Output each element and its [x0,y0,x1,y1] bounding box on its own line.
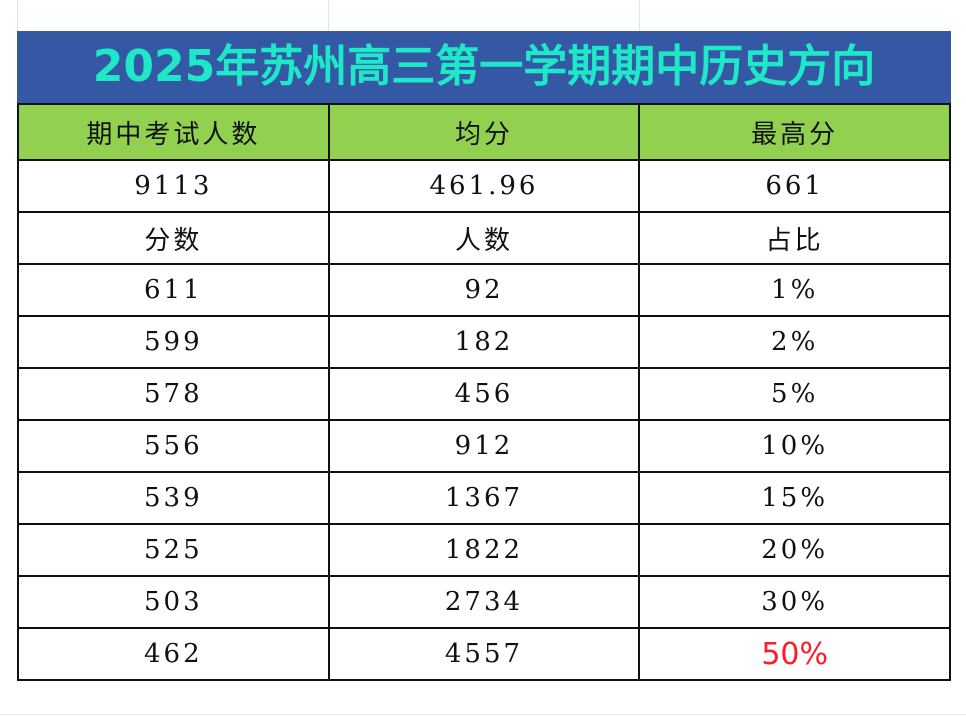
percent-cell: 20% [638,523,951,577]
percent-cell: 15% [638,471,951,525]
average-score: 461.96 [327,159,641,213]
score-cell: 578 [17,367,330,421]
exam-count: 9113 [17,159,330,213]
table-row: 462 4557 50% [17,627,951,681]
table-row: 503 2734 30% [17,575,951,629]
percent-cell: 30% [638,575,951,629]
count-cell: 4557 [327,627,641,681]
score-cell: 611 [17,263,330,317]
header-average: 均分 [327,103,641,161]
distribution-header-row: 分数 人数 占比 [17,211,951,265]
table-row: 539 1367 15% [17,471,951,525]
table-title: 2025年苏州高三第一学期期中历史方向 [17,31,951,103]
count-cell: 456 [327,367,641,421]
percent-cell: 5% [638,367,951,421]
count-cell: 912 [327,419,641,473]
header-max: 最高分 [638,103,951,161]
table-row: 525 1822 20% [17,523,951,577]
percent-cell-highlight: 50% [638,627,951,681]
table-row: 611 92 1% [17,263,951,317]
score-cell: 503 [17,575,330,629]
percent-cell: 2% [638,315,951,369]
score-table: 期中考试人数 均分 最高分 9113 461.96 661 分数 人数 占比 6… [17,103,951,681]
summary-row: 9113 461.96 661 [17,159,951,213]
percent-cell: 1% [638,263,951,317]
summary-header-row: 期中考试人数 均分 最高分 [17,103,951,161]
percent-cell: 10% [638,419,951,473]
count-cell: 2734 [327,575,641,629]
header-percent: 占比 [638,211,951,265]
score-cell: 556 [17,419,330,473]
score-cell: 599 [17,315,330,369]
header-count: 人数 [327,211,641,265]
divider [0,714,966,715]
header-score: 分数 [17,211,330,265]
score-cell: 539 [17,471,330,525]
count-cell: 182 [327,315,641,369]
score-cell: 462 [17,627,330,681]
table-row: 578 456 5% [17,367,951,421]
gridline [639,0,640,31]
count-cell: 1367 [327,471,641,525]
gridline [328,0,329,31]
gridline [17,0,18,31]
count-cell: 1822 [327,523,641,577]
count-cell: 92 [327,263,641,317]
header-exam-count: 期中考试人数 [17,103,330,161]
max-score: 661 [638,159,951,213]
table-row: 599 182 2% [17,315,951,369]
table-row: 556 912 10% [17,419,951,473]
score-cell: 525 [17,523,330,577]
